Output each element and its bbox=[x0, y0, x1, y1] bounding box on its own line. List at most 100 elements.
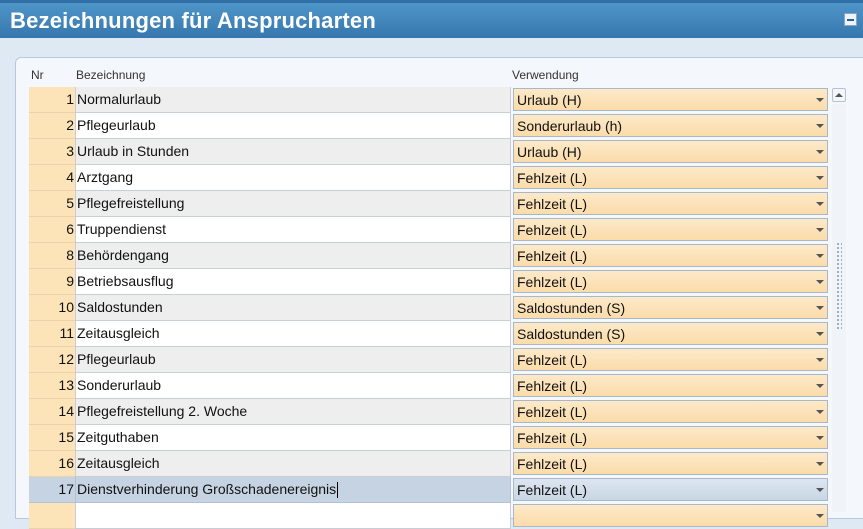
chevron-down-icon[interactable] bbox=[812, 427, 827, 448]
name-cell[interactable]: Pflegefreistellung bbox=[75, 191, 511, 217]
usage-value: Urlaub (H) bbox=[517, 92, 582, 108]
usage-value: Saldostunden (S) bbox=[517, 300, 626, 316]
chevron-down-icon[interactable] bbox=[812, 323, 827, 344]
usage-value: Urlaub (H) bbox=[517, 144, 582, 160]
row-number: 17 bbox=[29, 477, 75, 503]
table-row-selected[interactable]: 17 Dienstverhinderung Großschadenereigni… bbox=[29, 477, 829, 503]
name-cell[interactable] bbox=[75, 503, 511, 529]
usage-select[interactable]: Fehlzeit (L) bbox=[513, 400, 828, 423]
table-grid: 1 Normalurlaub Urlaub (H) 2 Pflegeurlaub… bbox=[29, 87, 829, 529]
usage-value: Fehlzeit (L) bbox=[517, 482, 588, 498]
usage-select[interactable]: Fehlzeit (L) bbox=[513, 270, 828, 293]
table-row[interactable]: 1 Normalurlaub Urlaub (H) bbox=[29, 87, 829, 113]
table-row[interactable]: 9 Betriebsausflug Fehlzeit (L) bbox=[29, 269, 829, 295]
row-number: 6 bbox=[29, 217, 75, 243]
chevron-down-icon[interactable] bbox=[812, 297, 827, 318]
usage-select[interactable]: Fehlzeit (L) bbox=[513, 218, 828, 241]
column-header-nr[interactable]: Nr bbox=[31, 68, 44, 82]
table-row[interactable]: 6 Truppendienst Fehlzeit (L) bbox=[29, 217, 829, 243]
usage-select[interactable]: Urlaub (H) bbox=[513, 88, 828, 111]
row-number bbox=[29, 503, 75, 529]
text-caret bbox=[337, 482, 339, 499]
chevron-down-icon[interactable] bbox=[812, 141, 827, 162]
table-row-new[interactable] bbox=[29, 503, 829, 529]
chevron-down-icon[interactable] bbox=[812, 375, 827, 396]
name-cell-text: Dienstverhinderung Großschadenereignis bbox=[77, 481, 337, 497]
chevron-down-icon[interactable] bbox=[812, 271, 827, 292]
usage-value: Fehlzeit (L) bbox=[517, 196, 588, 212]
usage-select[interactable]: Fehlzeit (L) bbox=[513, 374, 828, 397]
row-number: 10 bbox=[29, 295, 75, 321]
usage-value: Fehlzeit (L) bbox=[517, 352, 588, 368]
name-cell[interactable]: Pflegefreistellung 2. Woche bbox=[75, 399, 511, 425]
usage-select[interactable]: Sonderurlaub (h) bbox=[513, 114, 828, 137]
chevron-down-icon[interactable] bbox=[812, 89, 827, 110]
name-cell[interactable]: Sonderurlaub bbox=[75, 373, 511, 399]
chevron-down-icon[interactable] bbox=[812, 401, 827, 422]
usage-select[interactable]: Fehlzeit (L) bbox=[513, 244, 828, 267]
usage-value: Saldostunden (S) bbox=[517, 326, 626, 342]
table-row[interactable]: 14 Pflegefreistellung 2. Woche Fehlzeit … bbox=[29, 399, 829, 425]
usage-select[interactable]: Fehlzeit (L) bbox=[513, 348, 828, 371]
table-row[interactable]: 12 Pflegeurlaub Fehlzeit (L) bbox=[29, 347, 829, 373]
name-cell[interactable]: Arztgang bbox=[75, 165, 511, 191]
chevron-down-icon[interactable] bbox=[812, 167, 827, 188]
scroll-up-icon[interactable] bbox=[832, 88, 846, 102]
usage-select[interactable]: Fehlzeit (L) bbox=[513, 478, 828, 501]
table-row[interactable]: 16 Zeitausgleich Fehlzeit (L) bbox=[29, 451, 829, 477]
chevron-down-icon[interactable] bbox=[812, 505, 827, 526]
usage-select[interactable]: Saldostunden (S) bbox=[513, 322, 828, 345]
row-number: 16 bbox=[29, 451, 75, 477]
chevron-down-icon[interactable] bbox=[812, 245, 827, 266]
row-number: 15 bbox=[29, 425, 75, 451]
usage-select[interactable]: Saldostunden (S) bbox=[513, 296, 828, 319]
chevron-down-icon[interactable] bbox=[812, 193, 827, 214]
name-cell-editing[interactable]: Dienstverhinderung Großschadenereignis bbox=[75, 477, 511, 503]
usage-select[interactable]: Fehlzeit (L) bbox=[513, 192, 828, 215]
column-header-verwendung[interactable]: Verwendung bbox=[512, 68, 579, 82]
usage-select[interactable]: Fehlzeit (L) bbox=[513, 426, 828, 449]
name-cell[interactable]: Zeitausgleich bbox=[75, 451, 511, 477]
table-row[interactable]: 5 Pflegefreistellung Fehlzeit (L) bbox=[29, 191, 829, 217]
table-row[interactable]: 8 Behördengang Fehlzeit (L) bbox=[29, 243, 829, 269]
row-number: 5 bbox=[29, 191, 75, 217]
chevron-down-icon[interactable] bbox=[812, 479, 827, 500]
usage-select[interactable]: Urlaub (H) bbox=[513, 140, 828, 163]
name-cell[interactable]: Saldostunden bbox=[75, 295, 511, 321]
usage-value: Fehlzeit (L) bbox=[517, 222, 588, 238]
usage-select[interactable]: Fehlzeit (L) bbox=[513, 452, 828, 475]
name-cell[interactable]: Betriebsausflug bbox=[75, 269, 511, 295]
name-cell[interactable]: Pflegeurlaub bbox=[75, 113, 511, 139]
column-header-bezeichnung[interactable]: Bezeichnung bbox=[76, 68, 146, 82]
row-number: 13 bbox=[29, 373, 75, 399]
table-row[interactable]: 3 Urlaub in Stunden Urlaub (H) bbox=[29, 139, 829, 165]
usage-select[interactable] bbox=[513, 504, 828, 527]
usage-value: Fehlzeit (L) bbox=[517, 378, 588, 394]
chevron-down-icon[interactable] bbox=[812, 453, 827, 474]
name-cell[interactable]: Zeitausgleich bbox=[75, 321, 511, 347]
usage-select[interactable]: Fehlzeit (L) bbox=[513, 166, 828, 189]
scrollbar-grip[interactable] bbox=[836, 242, 842, 330]
chevron-down-icon[interactable] bbox=[812, 219, 827, 240]
row-number: 9 bbox=[29, 269, 75, 295]
table-row[interactable]: 4 Arztgang Fehlzeit (L) bbox=[29, 165, 829, 191]
table-row[interactable]: 2 Pflegeurlaub Sonderurlaub (h) bbox=[29, 113, 829, 139]
name-cell[interactable]: Urlaub in Stunden bbox=[75, 139, 511, 165]
usage-value: Fehlzeit (L) bbox=[517, 430, 588, 446]
table-row[interactable]: 11 Zeitausgleich Saldostunden (S) bbox=[29, 321, 829, 347]
table-row[interactable]: 10 Saldostunden Saldostunden (S) bbox=[29, 295, 829, 321]
name-cell[interactable]: Truppendienst bbox=[75, 217, 511, 243]
name-cell[interactable]: Pflegeurlaub bbox=[75, 347, 511, 373]
row-number: 11 bbox=[29, 321, 75, 347]
chevron-down-icon[interactable] bbox=[812, 349, 827, 370]
row-number: 3 bbox=[29, 139, 75, 165]
name-cell[interactable]: Normalurlaub bbox=[75, 87, 511, 113]
name-cell[interactable]: Behördengang bbox=[75, 243, 511, 269]
table-row[interactable]: 15 Zeitguthaben Fehlzeit (L) bbox=[29, 425, 829, 451]
name-cell[interactable]: Zeitguthaben bbox=[75, 425, 511, 451]
table-row[interactable]: 13 Sonderurlaub Fehlzeit (L) bbox=[29, 373, 829, 399]
row-number: 2 bbox=[29, 113, 75, 139]
collapse-icon[interactable] bbox=[844, 13, 857, 26]
chevron-down-icon[interactable] bbox=[812, 115, 827, 136]
row-number: 4 bbox=[29, 165, 75, 191]
